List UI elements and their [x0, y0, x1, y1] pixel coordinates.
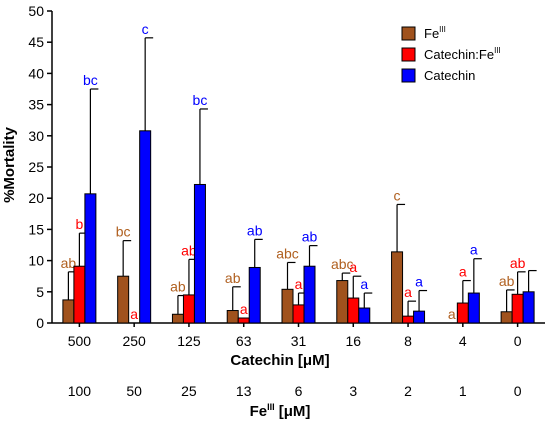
significance-label: a	[295, 276, 303, 292]
bar	[84, 193, 97, 324]
bar	[292, 304, 305, 324]
y-tick-label: 5	[36, 284, 44, 300]
significance-label: bc	[116, 224, 131, 240]
significance-label: a	[404, 284, 412, 300]
x-tick-label-2: 50	[126, 383, 142, 399]
legend-swatch	[401, 47, 416, 62]
bar	[139, 130, 152, 324]
significance-label: bc	[83, 72, 98, 88]
bar	[402, 315, 415, 324]
y-tick-label: 10	[28, 253, 44, 269]
bar	[522, 291, 535, 324]
bar	[358, 307, 371, 324]
x-tick-label: 500	[68, 333, 92, 349]
legend-swatch	[401, 68, 416, 83]
significance-label: a	[130, 306, 138, 322]
x-tick-label: 125	[177, 333, 201, 349]
legend-swatch	[401, 26, 416, 41]
significance-label: ab	[499, 273, 515, 289]
significance-label: b	[75, 216, 83, 232]
x-tick-label-2: 13	[236, 383, 252, 399]
significance-label: a	[240, 301, 248, 317]
bar	[303, 265, 316, 324]
bar	[347, 297, 360, 324]
significance-label: ab	[170, 279, 186, 295]
x-tick-label-2: 2	[404, 383, 412, 399]
legend-label: Catechin:FeIII	[424, 46, 501, 62]
x-tick-label: 8	[404, 333, 412, 349]
x-tick-label-2: 25	[181, 383, 197, 399]
bar	[193, 183, 206, 324]
x-tick-label-2: 3	[349, 383, 357, 399]
plot-area: 0510152025303540455050010025050125256313…	[28, 3, 545, 399]
y-tick-label: 0	[36, 315, 44, 331]
y-tick-label: 40	[28, 65, 44, 81]
x-tick-label: 16	[345, 333, 361, 349]
significance-label: ab	[225, 270, 241, 286]
significance-label: a	[415, 274, 423, 290]
legend: FeIII Catechin:FeIII Catechin	[401, 25, 501, 83]
y-tick-label: 20	[28, 190, 44, 206]
significance-label: bc	[193, 92, 208, 108]
significance-label: abc	[276, 245, 299, 261]
significance-label: a	[360, 276, 368, 292]
bar	[237, 317, 250, 324]
bar	[413, 310, 426, 324]
significance-label: a	[459, 264, 467, 280]
x-tick-label-2: 0	[514, 383, 522, 399]
bar	[336, 280, 349, 324]
x-tick-label: 63	[236, 333, 252, 349]
bar	[62, 299, 75, 324]
y-tick-label: 45	[28, 34, 44, 50]
bar	[117, 275, 130, 324]
bar	[73, 265, 86, 324]
x-tick-label: 250	[122, 333, 146, 349]
significance-label: a	[470, 242, 478, 258]
bar	[456, 302, 469, 324]
significance-label: ab	[302, 229, 318, 245]
legend-label: FeIII	[424, 25, 446, 41]
x-tick-label-2: 100	[68, 383, 92, 399]
y-tick-label: 15	[28, 221, 44, 237]
bar	[182, 294, 195, 324]
bar	[391, 251, 404, 324]
significance-label: ab	[181, 242, 197, 258]
significance-label: ab	[61, 255, 77, 271]
legend-label: Catechin	[424, 68, 475, 83]
y-tick-label: 25	[28, 159, 44, 175]
bar	[226, 310, 239, 324]
x-tick-label-2: 1	[459, 383, 467, 399]
y-tick-label: 35	[28, 97, 44, 113]
x-tick-label-2: 6	[295, 383, 303, 399]
bar	[500, 311, 513, 324]
significance-label: abc	[331, 256, 354, 272]
significance-label: ab	[247, 222, 263, 238]
significance-label: a	[349, 259, 357, 275]
significance-label: ab	[510, 255, 526, 271]
x-axis-title-2: FeIII [μM]	[250, 402, 311, 420]
x-axis-title: Catechin [μM]	[230, 352, 329, 369]
bar	[511, 293, 524, 324]
bar	[171, 313, 184, 324]
significance-label: a	[448, 306, 456, 322]
significance-label: c	[394, 187, 401, 203]
significance-label: c	[142, 21, 149, 37]
bar	[467, 292, 480, 324]
y-tick-label: 50	[28, 3, 44, 19]
bar	[248, 266, 261, 324]
x-tick-label: 4	[459, 333, 467, 349]
y-axis-title: %Mortality	[1, 126, 18, 203]
x-tick-label: 0	[514, 333, 522, 349]
y-tick-label: 30	[28, 128, 44, 144]
bar	[281, 288, 294, 324]
x-tick-label: 31	[291, 333, 307, 349]
